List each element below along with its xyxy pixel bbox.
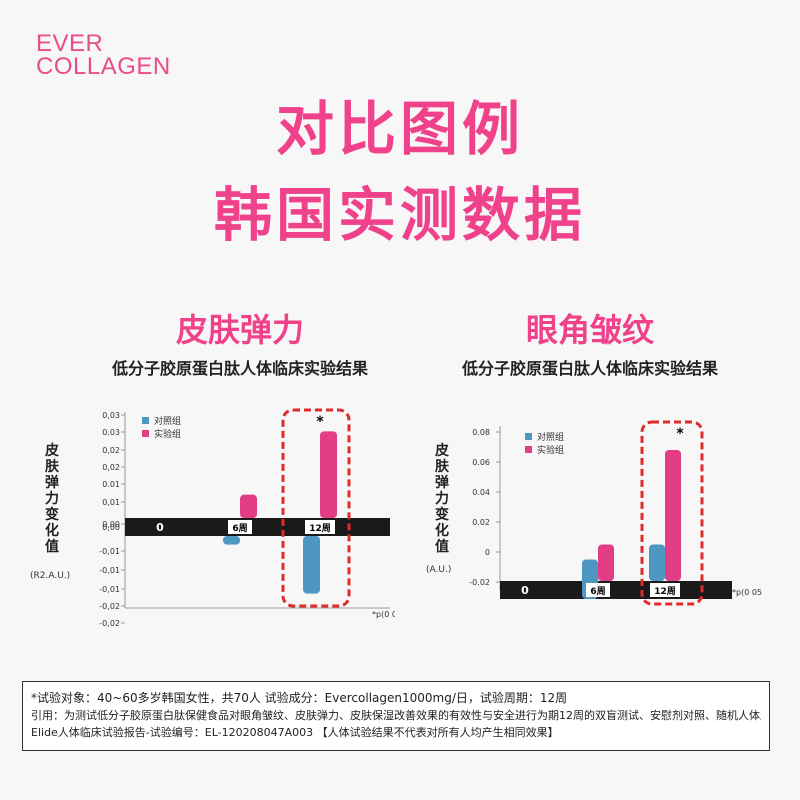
y-axis-label-char: 变 (435, 506, 449, 523)
y-axis-label-char: 皮 (44, 442, 59, 459)
category-label: 12周 (654, 586, 676, 597)
category-label-bg (586, 583, 610, 597)
highlight-box (640, 420, 704, 606)
y-tick-label: 0,00 (102, 523, 120, 532)
chart-footnote: *p(0 05 (732, 588, 762, 597)
legend-label: 实验组 (154, 428, 181, 440)
bar-control (223, 536, 240, 545)
y-axis-label-char: 化 (45, 522, 59, 539)
y-axis-label-char: 变 (45, 506, 59, 523)
y-tick-label: 0.02 (472, 518, 490, 527)
y-axis-label-char: 肤 (435, 459, 450, 475)
chart-skin-elasticity: 0,03 0.03 0,02 0,02 0.01 0,01 0,00 -0,01 -0,01 -0… (30, 408, 395, 628)
y-axis-label-char: 弹 (45, 474, 59, 491)
category-label: 0 (521, 584, 529, 597)
highlight-box (281, 408, 351, 608)
legend-swatch (142, 430, 149, 437)
y-axis-label-char: 皮 (434, 442, 449, 459)
y-axis-label-char: 值 (45, 538, 59, 555)
y-tick-label: -0,01 (99, 547, 120, 556)
y-tick-label: 0.08 (472, 428, 490, 437)
y-tick-label: 0,00 (102, 520, 120, 529)
y-tick-label: 0,03 (102, 411, 120, 420)
note-line-2: 引用：为测试低分子胶原蛋白肽保健食品对眼角皱纹、皮肤弹力、皮肤保湿改善效果的有效… (31, 709, 761, 722)
category-label-bg (650, 583, 680, 597)
y-tick-label: -0,01 (99, 585, 120, 594)
y-axis-unit: (A.U.) (426, 565, 451, 575)
significance-star: * (316, 414, 324, 430)
significance-star: * (676, 426, 684, 442)
y-tick-label: 0.04 (472, 488, 490, 497)
bar-test (665, 450, 681, 581)
y-axis-label-char: 值 (435, 538, 449, 555)
brand-line2: COLLAGEN (36, 53, 171, 80)
bar-test (598, 544, 614, 581)
brand-logo: EVER COLLAGEN (36, 30, 171, 80)
chart-footnote: *p(0 05 (372, 610, 395, 619)
category-label: 12周 (309, 523, 331, 534)
category-label-bg (228, 520, 252, 534)
page-subtitle: 韩国实测数据 (213, 181, 586, 249)
y-tick-label: 0.03 (102, 428, 120, 437)
category-label-bg (305, 520, 335, 534)
note-line-3: Elide人体临床试验报告-试验编号：EL-120208047A003 【人体试… (31, 726, 559, 739)
study-note: *试验对象：40~60多岁韩国女性，共70人 试验成分：Evercollagen… (22, 681, 770, 751)
y-tick-label: -0.02 (469, 578, 490, 587)
bar-test (240, 494, 257, 518)
y-axis-label-char: 弹 (435, 474, 449, 491)
bar-control (303, 536, 320, 594)
y-tick-label: 0,01 (102, 498, 120, 507)
y-axis-label-char: 化 (435, 522, 449, 539)
y-axis-label-char: 肤 (45, 459, 60, 475)
category-label: 6周 (590, 586, 605, 597)
y-tick-label: -0,02 (99, 619, 120, 628)
legend-label: 实验组 (537, 444, 564, 456)
y-tick-label: 0,02 (102, 463, 120, 472)
category-label: 0 (156, 521, 164, 534)
y-tick-label: 0.01 (102, 480, 120, 489)
page-title: 对比图例 (275, 95, 524, 163)
panel1-title: 皮肤弹力 (175, 311, 304, 349)
y-axis-label-char: 力 (45, 490, 59, 507)
y-tick-label: 0.06 (472, 458, 490, 467)
y-tick-label: 0,02 (102, 446, 120, 455)
legend-label: 对照组 (154, 415, 181, 427)
brand-line1: EVER (36, 30, 104, 57)
y-tick-label: -0,02 (99, 602, 120, 611)
bar-test (320, 431, 337, 518)
category-label: 6周 (232, 523, 247, 534)
panel2-title: 眼角皱纹 (525, 311, 654, 349)
legend-label: 对照组 (537, 431, 564, 443)
y-tick-label: 0 (485, 548, 490, 557)
y-axis-label-char: 力 (435, 490, 449, 507)
legend-swatch (525, 446, 532, 453)
legend-swatch (142, 417, 149, 424)
y-tick-label: -0,01 (99, 566, 120, 575)
panel2-subtitle: 低分子胶原蛋白肽人体临床实验结果 (461, 359, 718, 378)
panel1-subtitle: 低分子胶原蛋白肽人体临床实验结果 (111, 359, 368, 378)
y-axis-unit: (R2.A.U.) (30, 571, 70, 581)
note-line-1: *试验对象：40~60多岁韩国女性，共70人 试验成分：Evercollagen… (31, 691, 568, 705)
legend-swatch (525, 433, 532, 440)
zero-band (500, 581, 732, 599)
bar-control (649, 544, 665, 581)
